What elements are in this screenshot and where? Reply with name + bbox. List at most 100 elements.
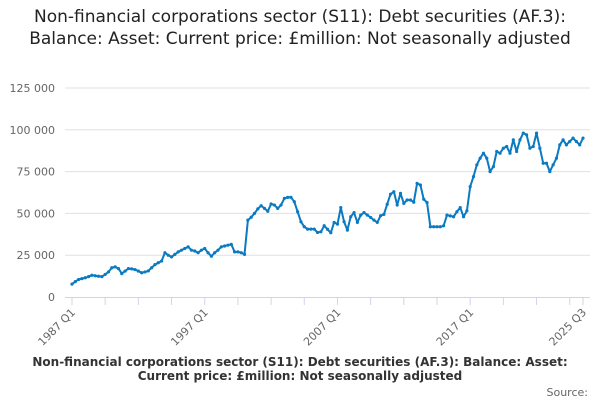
data-point	[289, 195, 293, 199]
data-point	[339, 205, 343, 210]
data-point	[432, 225, 436, 229]
data-point	[412, 200, 416, 204]
data-point	[203, 246, 207, 251]
data-point	[518, 138, 522, 142]
data-point	[296, 210, 300, 214]
y-tick-label: 0	[48, 291, 55, 304]
data-point	[96, 274, 101, 278]
data-point	[325, 227, 330, 231]
data-point	[451, 215, 456, 219]
data-point	[365, 213, 369, 217]
x-tick-label: 1987 Q1	[36, 306, 79, 349]
data-point	[359, 213, 363, 217]
data-point	[113, 265, 117, 269]
data-point	[422, 197, 426, 201]
data-point	[515, 149, 519, 154]
data-point	[100, 275, 104, 279]
data-point	[282, 196, 286, 200]
data-point	[511, 138, 515, 142]
data-point	[143, 270, 147, 274]
data-point	[130, 267, 134, 271]
data-point	[319, 230, 323, 234]
data-point	[329, 231, 333, 235]
legend-label: Non-financial corporations sector (S11):…	[32, 355, 568, 383]
chart-title: Non-financial corporations sector (S11):…	[29, 7, 571, 49]
data-point	[163, 251, 167, 255]
data-point	[475, 163, 479, 167]
data-point	[216, 248, 220, 252]
data-point	[123, 269, 127, 273]
data-point	[312, 227, 316, 231]
data-point	[226, 243, 230, 247]
data-point	[193, 249, 197, 253]
data-point	[90, 273, 94, 277]
data-point	[116, 266, 121, 271]
data-point	[571, 136, 575, 140]
data-point	[541, 161, 545, 165]
data-point	[209, 254, 213, 258]
data-point	[335, 222, 340, 226]
data-point	[179, 248, 184, 252]
data-point	[345, 228, 350, 232]
data-point	[73, 280, 77, 284]
data-point	[246, 218, 250, 222]
data-point	[269, 202, 273, 206]
data-point	[458, 205, 462, 210]
data-point	[223, 244, 227, 248]
data-point	[262, 206, 267, 210]
data-point	[153, 262, 157, 267]
data-point	[528, 146, 532, 150]
data-point	[554, 156, 559, 160]
data-point	[206, 251, 210, 255]
data-point	[508, 151, 512, 155]
data-point	[252, 211, 257, 215]
data-point	[103, 272, 107, 277]
data-point	[166, 253, 170, 257]
data-point	[239, 251, 243, 255]
data-point	[266, 209, 270, 213]
y-axis: 0 25 000 50 000 75 000 100 000 125 000	[10, 82, 56, 304]
data-point	[385, 202, 389, 206]
data-point	[186, 245, 190, 249]
data-point	[402, 201, 406, 205]
data-point	[106, 270, 111, 274]
data-point	[461, 215, 466, 219]
data-point	[369, 215, 373, 220]
data-point	[488, 170, 492, 174]
data-point	[498, 151, 502, 155]
source-label: Source:	[546, 386, 589, 399]
data-point	[309, 227, 313, 231]
data-point	[292, 200, 296, 204]
data-point	[415, 181, 419, 185]
series-group	[70, 131, 585, 286]
data-point	[551, 163, 555, 167]
data-point	[249, 215, 253, 219]
gridlines	[65, 87, 590, 256]
data-point	[176, 250, 180, 254]
series-line	[71, 132, 584, 285]
data-point	[435, 225, 439, 229]
data-point	[120, 271, 124, 276]
data-point	[524, 133, 529, 137]
data-point	[159, 259, 164, 263]
data-point	[574, 139, 578, 144]
data-point	[272, 203, 277, 207]
data-point	[375, 220, 379, 225]
data-point	[478, 156, 482, 160]
data-point	[505, 144, 509, 149]
data-point	[352, 210, 356, 215]
data-point	[136, 269, 140, 273]
data-point	[299, 220, 303, 224]
data-point	[395, 203, 399, 207]
data-point	[491, 164, 496, 169]
y-tick-label: 75 000	[17, 166, 56, 179]
data-point	[378, 214, 383, 218]
data-point	[133, 267, 137, 272]
data-point	[305, 227, 310, 231]
data-point	[372, 218, 376, 222]
data-point	[342, 220, 346, 224]
data-point	[169, 255, 174, 259]
data-point	[405, 198, 409, 202]
data-point	[355, 220, 359, 225]
data-point	[77, 277, 81, 282]
